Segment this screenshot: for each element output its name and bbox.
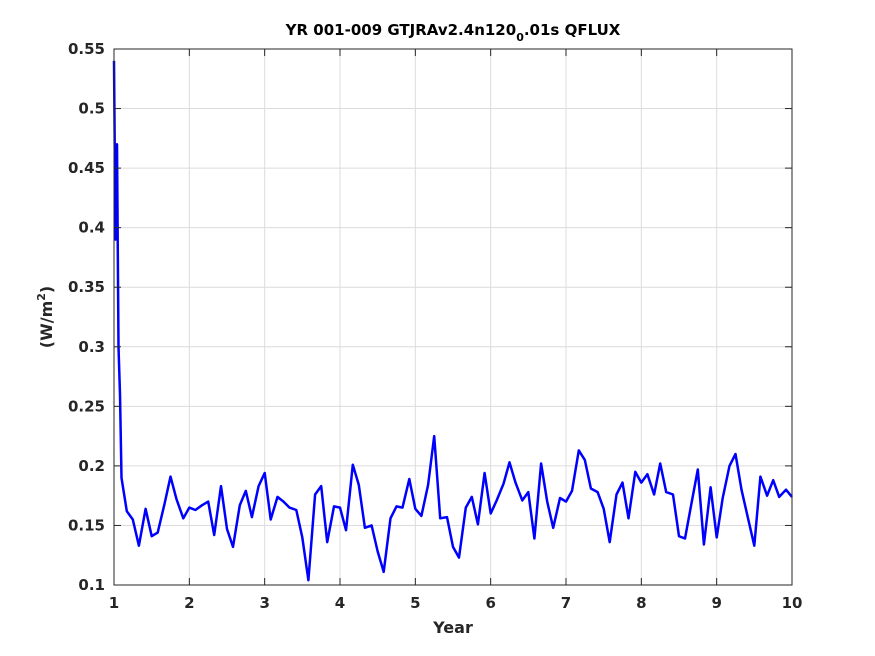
y-axis-label-superscript: 2	[35, 293, 48, 301]
x-tick-label: 3	[259, 594, 269, 612]
plot-frame	[113, 48, 793, 586]
x-tick-label: 10	[782, 594, 803, 612]
x-tick-label: 6	[485, 594, 495, 612]
chart-title-main: YR 001-009 GTJRAv2.4n120	[285, 21, 517, 39]
y-tick-label: 0.25	[68, 397, 105, 415]
y-axis-label: (W/m2)	[35, 286, 56, 348]
y-tick-label: 0.3	[78, 338, 105, 356]
x-tick-label: 7	[561, 594, 571, 612]
x-tick-label: 8	[636, 594, 646, 612]
y-tick-label: 0.4	[78, 219, 105, 237]
x-tick-label: 5	[410, 594, 420, 612]
y-tick-label: 0.15	[68, 516, 105, 534]
chart-title-tail: .01s QFLUX	[524, 21, 621, 39]
x-tick-label: 2	[184, 594, 194, 612]
x-axis-label: Year	[432, 618, 473, 637]
x-tick-label: 9	[711, 594, 721, 612]
y-tick-label: 0.2	[78, 457, 105, 475]
x-tick-label: 4	[335, 594, 345, 612]
y-tick-label: 0.55	[68, 40, 105, 58]
plot-area	[114, 49, 792, 585]
y-tick-label: 0.35	[68, 278, 105, 296]
y-axis-label-tail: )	[37, 286, 56, 293]
chart-title-subscript: 0	[516, 31, 524, 44]
y-tick-label: 0.5	[78, 100, 105, 118]
line-layer	[112, 60, 793, 582]
x-tick-labels: 1 2 3 4 5 6 7 8 9 10	[109, 594, 803, 612]
y-axis-label-main: (W/m	[37, 301, 56, 348]
y-tick-labels: 0.1 0.15 0.2 0.25 0.3 0.35 0.4 0.45 0.5 0.55	[68, 40, 105, 594]
chart-title: YR 001-009 GTJRAv2.4n1200.01s QFLUX	[285, 21, 621, 44]
y-tick-label: 0.1	[78, 576, 105, 594]
tick-marks	[113, 48, 793, 586]
y-tick-label: 0.45	[68, 159, 105, 177]
series-line	[112, 60, 793, 582]
x-tick-label: 1	[109, 594, 119, 612]
